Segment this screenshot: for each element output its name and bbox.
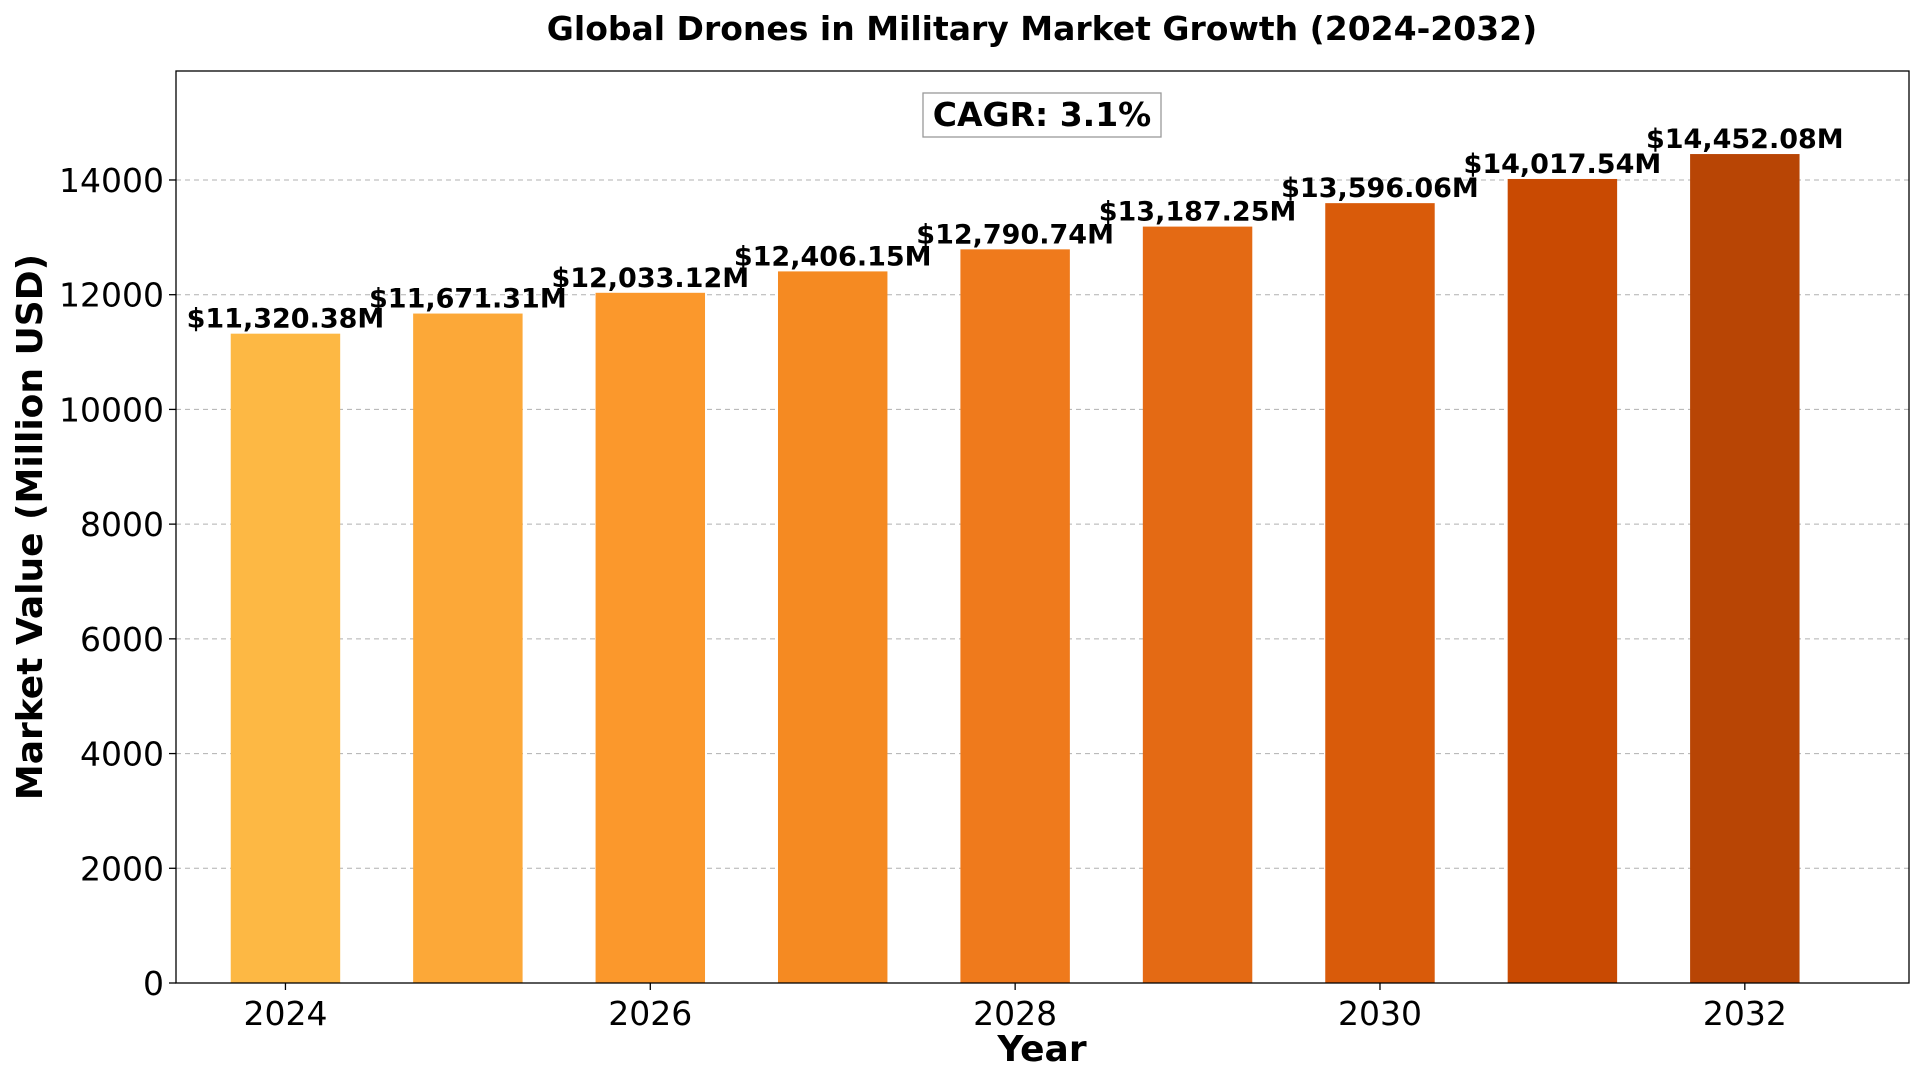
y-tick-label: 6000 — [80, 620, 164, 659]
x-tick-label: 2030 — [1338, 994, 1422, 1033]
bar — [1690, 154, 1800, 983]
data-labels: $11,320.38M$11,671.31M$12,033.12M$12,406… — [187, 124, 1844, 335]
bar-value-label: $11,671.31M — [369, 284, 567, 315]
chart-title: Global Drones in Military Market Growth … — [547, 9, 1537, 48]
x-tick-label: 2024 — [243, 994, 327, 1033]
y-axis-label: Market Value (Million USD) — [10, 254, 51, 800]
x-axis-label: Year — [996, 1029, 1086, 1070]
bar — [1507, 178, 1618, 983]
bar — [1325, 203, 1435, 984]
x-tick-label: 2026 — [608, 994, 692, 1033]
y-tick-label: 12000 — [59, 276, 164, 315]
plot-area-frame — [175, 70, 1910, 984]
bar — [777, 271, 888, 983]
bar-value-label: $13,187.25M — [1099, 197, 1297, 228]
y-tick-label: 8000 — [80, 505, 164, 544]
bar — [1142, 226, 1253, 983]
y-tick-label: 0 — [143, 964, 164, 1003]
bar — [413, 313, 523, 983]
cagr-annotation: CAGR: 3.1% — [922, 92, 1162, 138]
bar-value-label: $12,033.12M — [551, 263, 749, 294]
cagr-box — [922, 92, 1162, 138]
y-tick-label: 10000 — [59, 390, 164, 429]
y-tick-label: 14000 — [59, 161, 164, 200]
bar-value-label: $11,320.38M — [187, 304, 385, 335]
cagr-text: CAGR: 3.1% — [933, 95, 1151, 134]
bar — [960, 249, 1070, 983]
bar-value-label: $14,452.08M — [1646, 124, 1844, 155]
x-axis-ticks: 2024 2026 2028 2030 2032 — [243, 983, 1787, 1033]
bars — [230, 154, 1800, 984]
x-tick-label: 2032 — [1703, 994, 1787, 1033]
bar — [595, 292, 706, 983]
y-tick-label: 4000 — [80, 735, 164, 774]
y-tick-label: 2000 — [80, 849, 164, 888]
y-axis-ticks: 0 2000 4000 6000 8000 10000 12000 14000 — [59, 161, 176, 1003]
bar-value-label: $12,406.15M — [734, 241, 932, 272]
x-tick-label: 2028 — [973, 994, 1057, 1033]
bar-value-label: $14,017.54M — [1464, 149, 1662, 180]
bar-value-label: $12,790.74M — [916, 219, 1114, 250]
bar-value-label: $13,596.06M — [1281, 173, 1479, 204]
bar — [230, 333, 341, 984]
